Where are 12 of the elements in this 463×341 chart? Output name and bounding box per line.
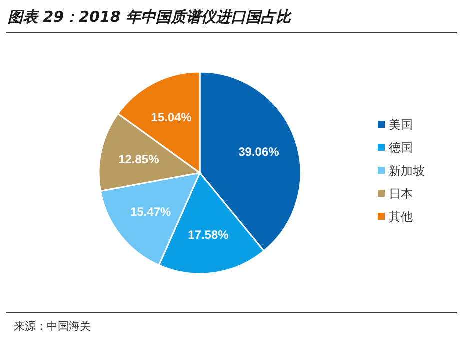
data-label: 15.47% (130, 204, 172, 219)
legend-label: 美国 (389, 118, 413, 132)
data-label: 39.06% (238, 145, 280, 160)
legend-label: 新加坡 (389, 164, 425, 178)
source-note: 来源：中国海关 (14, 320, 91, 333)
data-label: 17.58% (188, 228, 230, 242)
data-label: 12.85% (118, 152, 160, 166)
legend-label: 日本 (389, 187, 413, 202)
legend-label: 其他 (389, 210, 413, 224)
legend-label: 德国 (389, 141, 413, 156)
data-label: 15.04% (151, 110, 192, 124)
chart-title: 图表 29：2018 年中国质谱仪进口国占比 (8, 8, 294, 26)
